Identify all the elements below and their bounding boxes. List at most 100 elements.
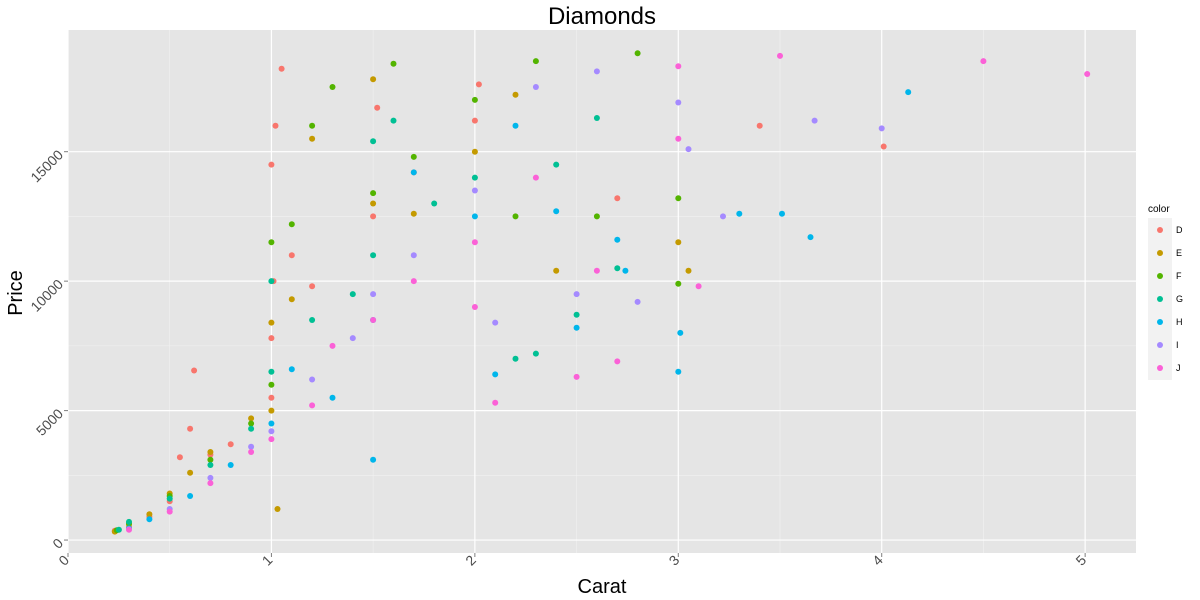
data-point-I <box>410 252 417 259</box>
data-point-J <box>166 508 173 515</box>
data-point-E <box>288 296 295 303</box>
data-point-H <box>370 456 377 463</box>
data-point-J <box>410 278 417 285</box>
grid-lines <box>67 30 1136 553</box>
data-point-D <box>288 252 295 259</box>
data-point-I <box>675 99 682 106</box>
legend-title: color <box>1148 204 1170 215</box>
data-point-E <box>471 148 478 155</box>
data-point-E <box>370 200 377 207</box>
data-point-G <box>370 252 377 259</box>
data-point-H <box>146 516 153 523</box>
data-point-G <box>166 495 173 502</box>
data-point-G <box>532 350 539 357</box>
data-point-H <box>187 493 194 499</box>
data-point-G <box>593 115 600 121</box>
data-point-H <box>227 462 234 468</box>
legend-label-F: F <box>1176 271 1182 281</box>
data-point-D <box>475 81 482 88</box>
data-point-E <box>248 415 255 422</box>
data-point-H <box>512 122 519 129</box>
data-point-J <box>471 304 478 310</box>
legend-label-G: G <box>1176 294 1183 304</box>
data-point-H <box>675 368 682 375</box>
data-point-E <box>309 135 316 142</box>
data-point-F <box>675 195 682 202</box>
chart-title: Diamonds <box>548 3 656 30</box>
data-point-I <box>634 298 641 305</box>
data-point-J <box>675 135 682 142</box>
data-point-H <box>736 210 743 217</box>
legend-key-E <box>1157 250 1163 256</box>
data-point-D <box>268 394 275 401</box>
data-point-D <box>756 122 763 129</box>
legend-label-I: I <box>1176 340 1179 350</box>
data-point-H <box>905 89 912 96</box>
data-point-H <box>779 210 785 217</box>
legend-label-J: J <box>1176 363 1181 373</box>
data-point-H <box>268 420 275 427</box>
data-point-I <box>573 291 580 298</box>
data-point-F <box>675 280 682 287</box>
data-point-D <box>309 283 316 290</box>
data-point-F <box>309 122 316 129</box>
legend-key-G <box>1157 296 1163 302</box>
data-point-H <box>329 394 336 401</box>
data-point-E <box>410 210 417 217</box>
data-point-I <box>268 428 275 435</box>
data-point-J <box>980 58 987 65</box>
data-point-E <box>146 511 153 518</box>
data-point-H <box>410 169 417 176</box>
legend: color D E F G H I J <box>1148 204 1183 380</box>
data-point-J <box>1084 71 1091 77</box>
data-point-E <box>268 319 275 326</box>
y-tick-label: 5000 <box>33 405 66 438</box>
data-point-F <box>248 420 255 427</box>
data-point-G <box>573 311 580 318</box>
data-point-F <box>370 190 377 197</box>
data-point-G <box>248 425 255 432</box>
data-point-D <box>880 143 887 150</box>
data-point-H <box>492 371 499 378</box>
data-point-J <box>248 449 255 455</box>
data-point-I <box>720 213 726 220</box>
legend-key-I <box>1157 342 1163 348</box>
x-axis-title: Carat <box>578 576 627 598</box>
data-point-H <box>288 366 295 373</box>
data-point-G <box>553 161 560 168</box>
data-point-G <box>471 174 478 181</box>
data-point-F <box>268 239 275 246</box>
data-point-J <box>329 342 336 349</box>
data-point-G <box>512 355 519 362</box>
data-point-D <box>471 117 478 124</box>
y-tick-label: 10000 <box>27 276 66 315</box>
data-point-H <box>807 234 814 241</box>
data-point-J <box>695 283 702 290</box>
data-point-I <box>349 335 356 342</box>
data-point-G <box>370 138 377 145</box>
data-point-F <box>593 213 600 220</box>
data-point-D <box>374 104 381 111</box>
data-point-I <box>685 146 692 153</box>
data-point-J <box>126 526 132 533</box>
legend-label-E: E <box>1176 248 1182 258</box>
data-point-G <box>390 117 397 124</box>
data-point-F <box>288 221 295 228</box>
data-point-G <box>431 200 438 207</box>
legend-key-H <box>1157 319 1163 325</box>
data-point-I <box>370 291 377 298</box>
data-point-I <box>309 376 316 383</box>
data-point-I <box>811 117 818 124</box>
data-point-J <box>207 480 214 487</box>
data-point-F <box>532 58 539 65</box>
data-point-G <box>207 462 214 468</box>
data-point-D <box>227 441 234 448</box>
data-point-J <box>309 402 316 409</box>
data-point-D <box>176 454 183 461</box>
data-point-G <box>349 291 356 298</box>
data-point-F <box>471 96 478 103</box>
legend-label-H: H <box>1176 317 1183 327</box>
data-point-G <box>268 368 275 375</box>
data-point-J <box>471 239 478 246</box>
data-point-E <box>675 239 682 246</box>
